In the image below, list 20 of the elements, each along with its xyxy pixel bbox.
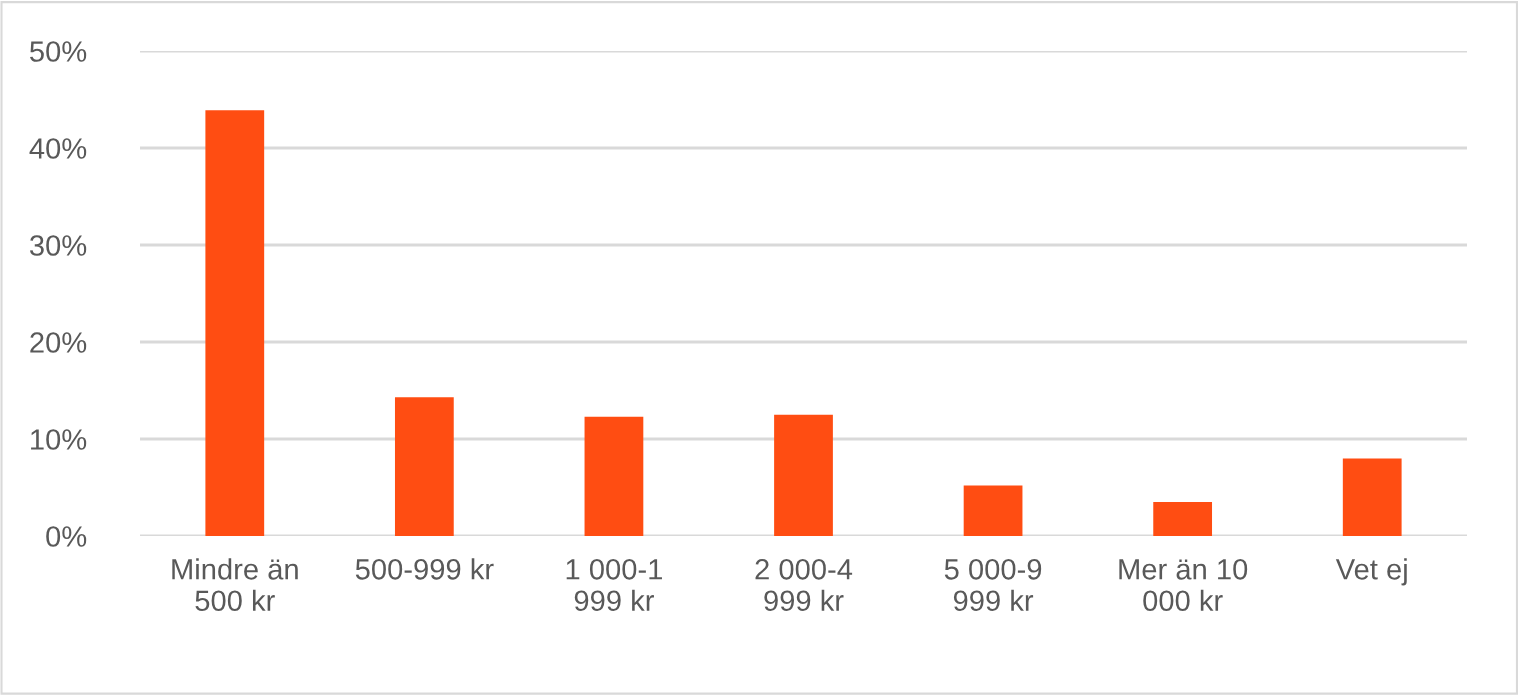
bar xyxy=(774,414,833,536)
bar xyxy=(1153,502,1213,536)
bar xyxy=(394,397,454,536)
x-tick-label: 500-999 kr xyxy=(355,558,494,580)
bar xyxy=(963,485,1023,536)
y-tick-label: 0% xyxy=(46,526,87,547)
x-tick-label: Vet ej xyxy=(1335,558,1407,586)
x-tick-label: 5 000-9 999 kr xyxy=(944,558,1042,612)
x-tick-label: 2 000-4 999 kr xyxy=(755,558,853,612)
y-tick-label: 10% xyxy=(31,429,87,450)
bar xyxy=(584,416,644,536)
x-tick-label: 1 000-1 999 kr xyxy=(566,558,662,612)
x-tick-label: Mindre än 500 kr xyxy=(172,558,298,612)
y-tick-label: 20% xyxy=(30,332,87,353)
bar xyxy=(205,110,265,536)
y-tick-label: 40% xyxy=(29,138,87,159)
x-tick-label: Mer än 10 000 kr xyxy=(1119,558,1248,612)
bar xyxy=(1342,458,1402,536)
y-tick-label: 30% xyxy=(29,235,87,256)
y-tick-label: 50% xyxy=(30,41,87,62)
